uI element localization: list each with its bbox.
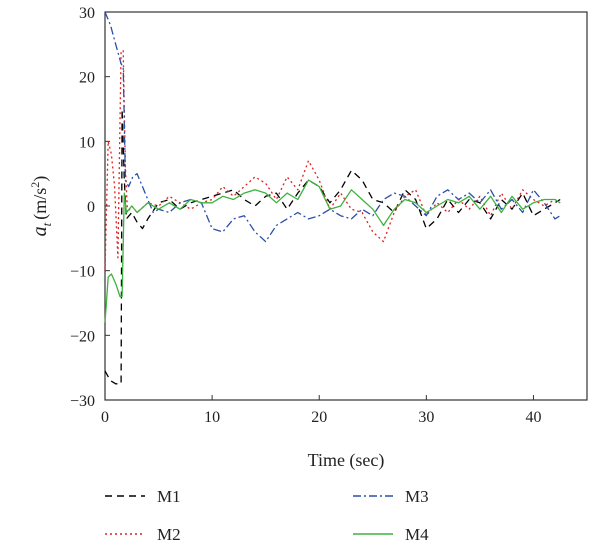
y-axis-title-symbol: a: [29, 226, 51, 236]
y-tick-label: −30: [70, 393, 95, 410]
series-line-m4: [104, 179, 561, 323]
x-tick-label: 20: [311, 409, 327, 426]
legend-item-m2: M2: [105, 525, 181, 544]
series-line-m2: [104, 50, 561, 271]
x-tick-label: 0: [101, 409, 109, 426]
ticks-layer: 0 10 20 30 40 −30 −20 −10 0 10 20 30: [70, 5, 541, 426]
legend-label: M2: [157, 525, 181, 544]
y-tick-label: 30: [79, 5, 95, 22]
x-axis-title: Time (sec): [308, 450, 385, 471]
y-axis-title-unit-exponent: 2: [28, 182, 42, 188]
legend-label: M3: [405, 487, 429, 506]
y-tick-label: −10: [70, 264, 95, 281]
y-tick-label: −20: [70, 328, 95, 345]
legend: M1 M2 M3 M4: [105, 487, 429, 544]
legend-item-m1: M1: [105, 487, 181, 506]
y-axis-title-unit-close: ): [30, 176, 51, 182]
legend-label: M1: [157, 487, 181, 506]
y-tick-label: 20: [79, 70, 95, 87]
legend-item-m4: M4: [353, 525, 429, 544]
series-layer: [104, 11, 561, 385]
legend-label: M4: [405, 525, 429, 544]
x-tick-label: 10: [204, 409, 220, 426]
y-axis-title: at (m/s2): [28, 176, 54, 237]
legend-item-m3: M3: [353, 487, 429, 506]
series-line-m3: [104, 11, 561, 243]
x-tick-label: 30: [418, 409, 434, 426]
series-line-m1: [104, 108, 561, 385]
y-tick-label: 10: [79, 134, 95, 151]
y-axis-title-unit: (m/s: [30, 188, 51, 220]
y-tick-label: 0: [87, 199, 95, 216]
x-tick-label: 40: [525, 409, 541, 426]
y-axis-title-subscript: t: [39, 222, 54, 226]
